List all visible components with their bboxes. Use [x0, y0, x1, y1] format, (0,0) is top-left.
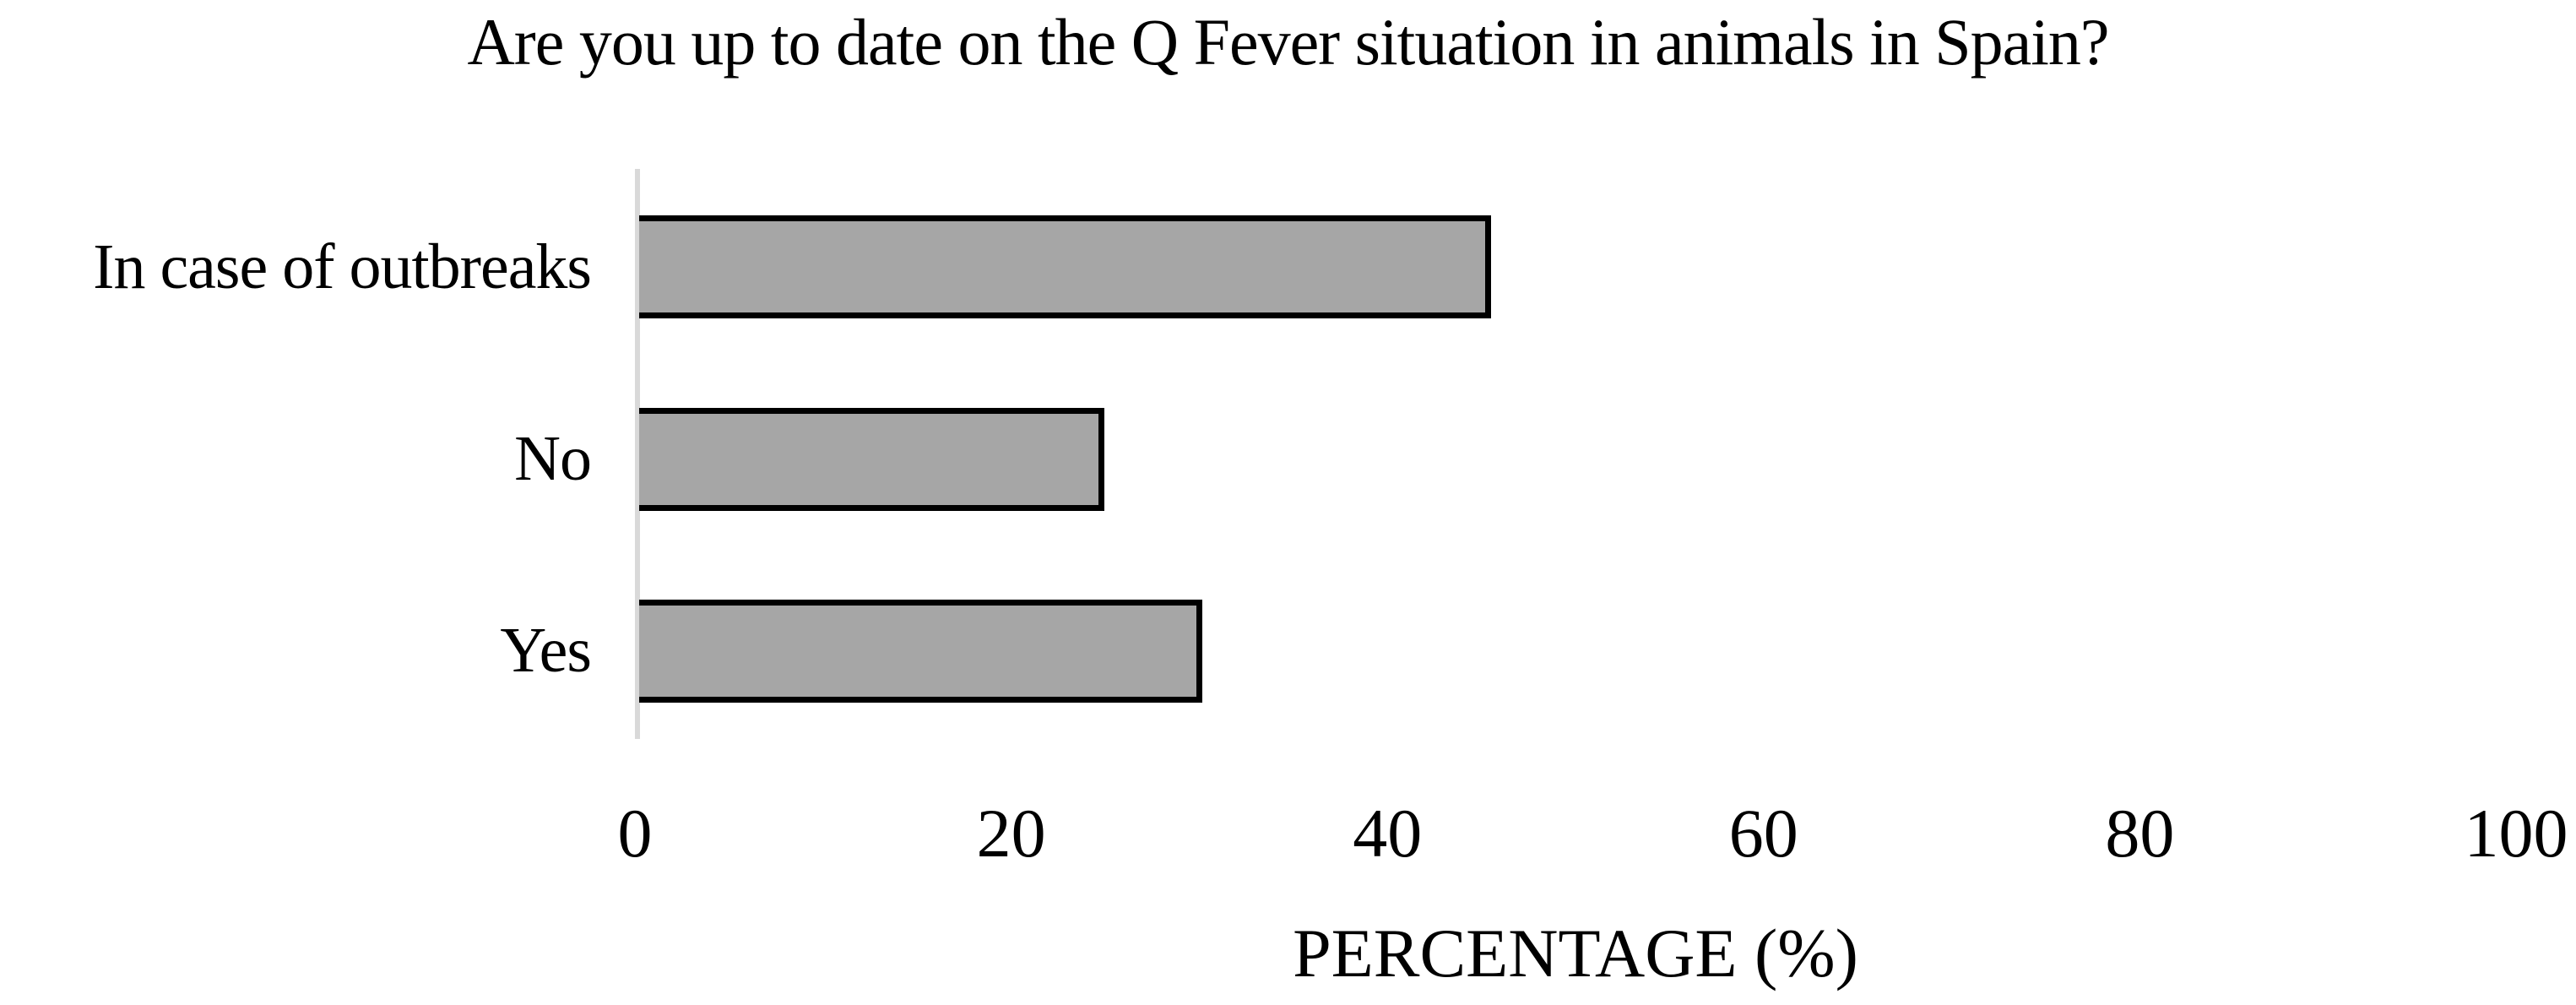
category-label-no: No — [514, 422, 592, 494]
x-tick-40: 40 — [1353, 795, 1423, 872]
chart-title: Are you up to date on the Q Fever situat… — [467, 5, 2109, 79]
x-tick-80: 80 — [2105, 795, 2175, 872]
category-label-yes: Yes — [500, 614, 592, 686]
x-tick-0: 0 — [617, 795, 653, 872]
bar-yes — [639, 600, 1202, 703]
plot-area — [639, 169, 2516, 739]
x-tick-60: 60 — [1728, 795, 1798, 872]
x-axis-label: PERCENTAGE (%) — [1293, 915, 1858, 991]
y-axis-line — [635, 169, 640, 739]
bar-in-case-of-outbreaks — [639, 215, 1492, 318]
x-tick-100: 100 — [2464, 795, 2568, 872]
bar-no — [639, 408, 1105, 511]
x-axis-ticks: 0 20 40 60 80 100 — [618, 794, 2568, 878]
category-label-in-case-of-outbreaks: In case of outbreaks — [93, 231, 592, 302]
x-tick-20: 20 — [976, 795, 1046, 872]
